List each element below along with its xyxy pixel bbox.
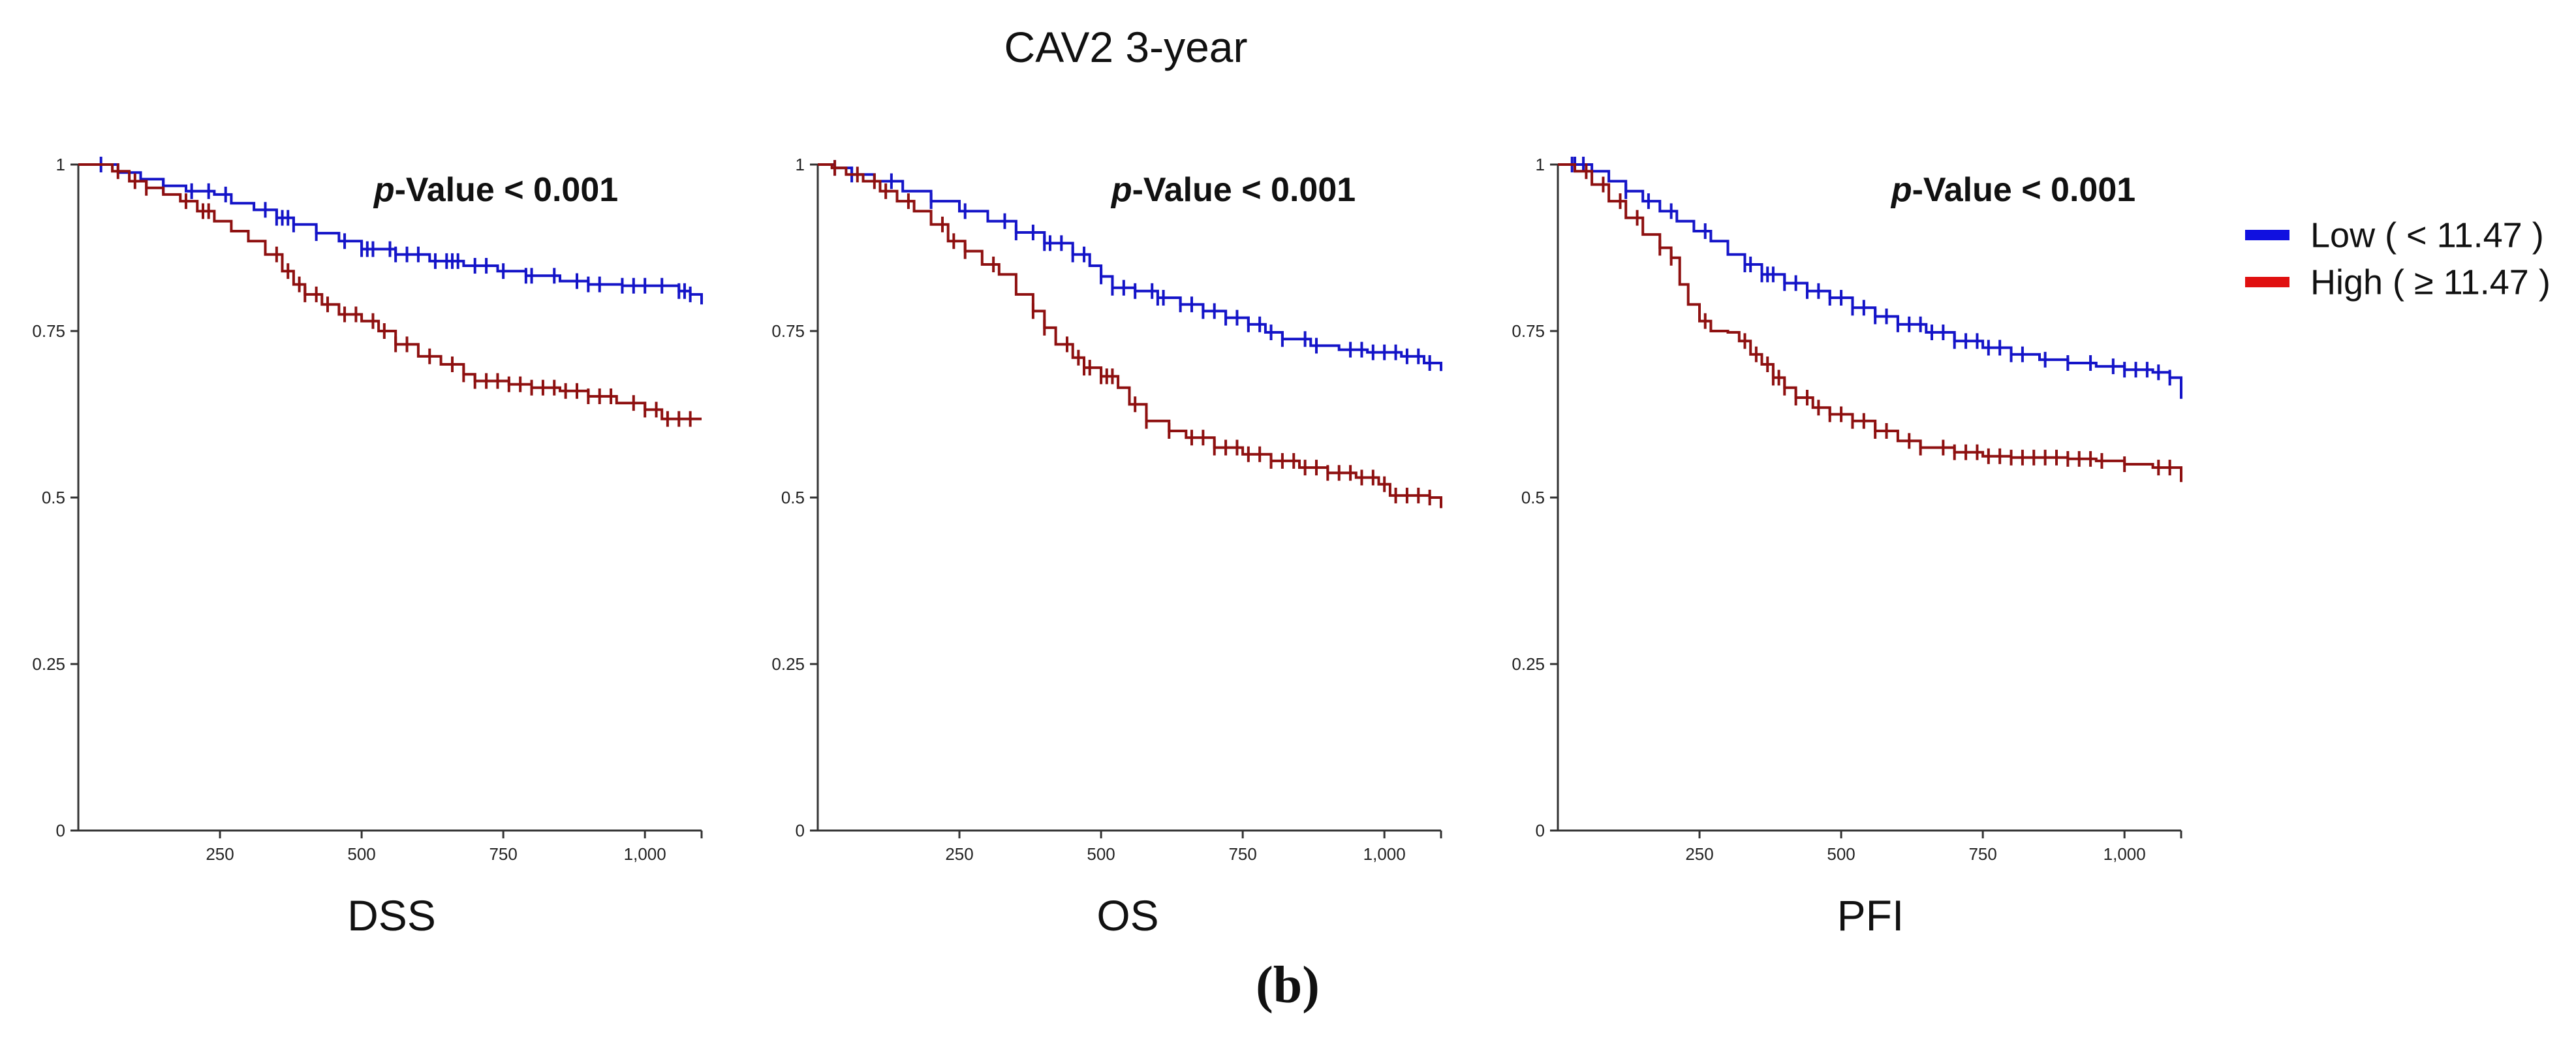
figure-caption: (b): [1256, 957, 1320, 1014]
legend: Low ( < 11.47 ) High ( ≥ 11.47 ): [2245, 215, 2551, 302]
x-tick-label: 750: [1228, 844, 1256, 864]
y-tick-label: 0.5: [781, 488, 805, 507]
y-tick-label: 0.25: [32, 654, 65, 674]
x-tick-label: 500: [1827, 844, 1855, 864]
y-tick-label: 0.75: [1512, 321, 1545, 341]
x-tick-label: 500: [1087, 844, 1115, 864]
km-panel-pfi: 0 0.25 0.5 0.75 1 250 500 750 1,000 p-Value < 0.0…: [1512, 155, 2182, 940]
pvalue-text: -Value < 0.001: [1132, 171, 1356, 209]
pvalue-annotation: p-Value < 0.001: [373, 171, 618, 209]
x-tick-label: 250: [206, 844, 234, 864]
km-curve-high-pfi: [1558, 163, 2182, 475]
x-tick-label: 1,000: [1363, 844, 1406, 864]
y-tick-label: 0.5: [42, 488, 65, 507]
y-tick-label: 0.5: [1521, 488, 1545, 507]
y-tick-label: 1: [796, 155, 805, 174]
x-tick-label: 250: [945, 844, 973, 864]
y-tick-label: 0: [796, 821, 805, 840]
x-tick-label: 250: [1685, 844, 1713, 864]
y-tick-label: 0: [56, 821, 65, 840]
y-tick-label: 0.25: [771, 654, 805, 674]
pvalue-text: -Value < 0.001: [1912, 171, 2136, 209]
pvalue-annotation: p-Value < 0.001: [1890, 171, 2135, 209]
pvalue-prefix: p: [1890, 171, 1912, 209]
x-tick-label: 750: [1968, 844, 1996, 864]
x-tick-label: 500: [347, 844, 375, 864]
y-tick-label: 0: [1536, 821, 1545, 840]
km-curve-high-dss: [78, 163, 702, 420]
km-curve-high-os: [818, 163, 1442, 509]
x-tick-label: 1,000: [624, 844, 666, 864]
panel-label-os: OS: [1096, 891, 1158, 940]
y-tick-label: 0.75: [771, 321, 805, 341]
legend-label-high: High ( ≥ 11.47 ): [2310, 262, 2551, 302]
y-tick-label: 0.25: [1512, 654, 1545, 674]
y-tick-label: 1: [56, 155, 65, 174]
y-tick-label: 1: [1536, 155, 1545, 174]
figure-title: CAV2 3-year: [1004, 23, 1248, 71]
pvalue-prefix: p: [1110, 171, 1132, 209]
km-panel-dss: 0 0.25 0.5 0.75 1 250 500 750 1,000 p-Value < 0.0…: [32, 155, 703, 940]
x-tick-label: 1,000: [2103, 844, 2146, 864]
pvalue-prefix: p: [373, 171, 395, 209]
panel-label-dss: DSS: [347, 891, 436, 940]
panel-label-pfi: PFI: [1837, 891, 1904, 940]
km-panel-os: 0 0.25 0.5 0.75 1 250 500 750 1,000 p-Value < 0.0…: [771, 155, 1442, 940]
pvalue-annotation: p-Value < 0.001: [1110, 171, 1356, 209]
y-tick-label: 0.75: [32, 321, 65, 341]
x-tick-label: 750: [489, 844, 517, 864]
pvalue-text: -Value < 0.001: [395, 171, 619, 209]
legend-label-low: Low ( < 11.47 ): [2310, 215, 2544, 255]
